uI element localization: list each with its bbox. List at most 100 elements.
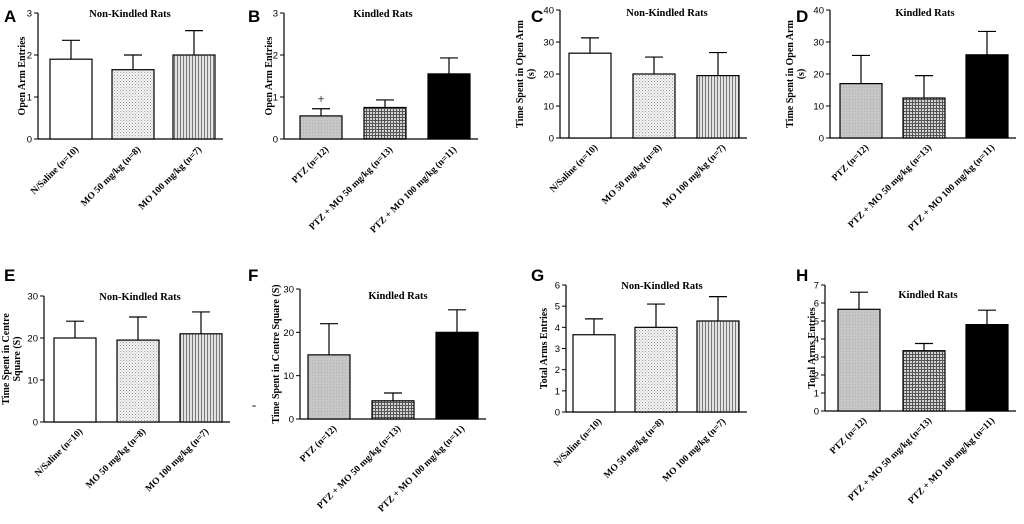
category-label: MO 100 mg/kg (n=7) — [660, 416, 728, 484]
y-tick-label: 0 — [273, 135, 278, 146]
y-tick-label: 0 — [33, 418, 38, 429]
bar — [179, 333, 223, 423]
y-tick-label: 4 — [814, 335, 819, 346]
bar — [371, 400, 415, 420]
category-label: PTZ (n=12) — [828, 415, 869, 456]
y-tick-label: 10 — [27, 376, 38, 387]
bar — [427, 73, 471, 140]
y-tick-label: 1 — [27, 93, 32, 104]
panel-label: A — [4, 7, 16, 26]
bar — [837, 308, 881, 412]
y-tick-label: 0 — [819, 134, 824, 145]
y-tick-label: 10 — [283, 371, 294, 382]
y-tick-label: 20 — [813, 70, 824, 81]
chart-title: Non-Kindled Rats — [626, 8, 707, 19]
bar — [49, 58, 93, 140]
bar — [307, 354, 351, 420]
category-label: MO 50 mg/kg (n=8) — [602, 416, 666, 480]
bar — [696, 320, 740, 413]
y-tick-label: 6 — [555, 281, 560, 292]
bar — [902, 350, 946, 412]
bar — [116, 339, 160, 423]
y-tick-label: 30 — [283, 285, 294, 296]
y-tick-label: 1 — [273, 93, 278, 104]
bar — [965, 54, 1009, 139]
panel-label: B — [248, 7, 260, 26]
category-label: PTZ (n=12) — [830, 142, 871, 183]
y-tick-label: 3 — [555, 344, 560, 355]
y-tick-label: 1 — [555, 386, 560, 397]
category-label: MO 100 mg/kg (n=7) — [660, 142, 728, 210]
bar — [435, 331, 479, 420]
bar — [696, 74, 740, 139]
y-axis-label: Total Arms Entries — [539, 308, 550, 389]
panel-a: A Non-Kindled Rats 0 1 2 3 Open Arm Entries N/S… — [4, 7, 223, 212]
chart-title: Non-Kindled Rats — [89, 9, 170, 20]
y-tick-label: 6 — [814, 299, 819, 310]
y-tick-label: 2 — [814, 371, 819, 382]
bar — [632, 73, 676, 139]
y-axis-label: (s) — [796, 69, 807, 80]
bar — [568, 52, 612, 139]
panel-label: H — [796, 266, 808, 285]
bar — [363, 106, 407, 140]
chart-title: Non-Kindled Rats — [99, 292, 180, 303]
y-tick-label: 10 — [813, 102, 824, 113]
category-label: PTZ (n=12) — [298, 423, 339, 464]
y-tick-label: 2 — [555, 365, 560, 376]
annotation: - — [252, 397, 256, 412]
bar — [299, 115, 343, 140]
panel-e: E Non-Kindled Rats 0 10 20 30 Time Spent in Ce… — [1, 266, 230, 494]
y-tick-label: 5 — [555, 302, 560, 313]
panel-label: E — [4, 266, 15, 285]
panel-c: C Non-Kindled Rats 0 10 20 30 40 Time Spent in … — [515, 6, 747, 210]
y-axis-label: Total Arms Entries — [807, 307, 818, 388]
y-tick-label: 20 — [283, 328, 294, 339]
bar — [839, 82, 883, 139]
y-tick-label: 3 — [814, 353, 819, 364]
y-tick-label: 30 — [813, 38, 824, 49]
y-tick-label: 1 — [814, 389, 819, 400]
panel-label: G — [531, 266, 544, 285]
y-tick-label: 40 — [813, 6, 824, 17]
y-tick-label: 0 — [289, 415, 294, 426]
category-label: N/Saline (n=10) — [548, 142, 600, 194]
bar — [902, 97, 946, 139]
y-tick-label: 0 — [555, 408, 560, 419]
category-label: N/Saline (n=10) — [552, 416, 604, 468]
panel-h: H Kindled Rats 0 1 2 3 4 5 6 7 Total Arms Entries P… — [796, 266, 1016, 506]
y-axis-label: Time Spent in Centre Square (S) — [271, 284, 282, 423]
chart-title: Kindled Rats — [368, 291, 427, 302]
y-tick-label: 20 — [543, 70, 554, 81]
panel-label: C — [531, 7, 543, 26]
y-tick-label: 30 — [27, 292, 38, 303]
bar — [572, 334, 616, 413]
y-axis-label: Time Spent in Open Arm — [785, 20, 796, 128]
y-tick-label: 0 — [814, 407, 819, 418]
bar — [111, 69, 155, 140]
y-tick-label: 5 — [814, 317, 819, 328]
category-label: MO 50 mg/kg (n=8) — [79, 144, 143, 208]
y-axis-label: Time Spent in Centre — [1, 313, 12, 405]
y-axis-label: (s) — [526, 69, 537, 80]
chart-title: Kindled Rats — [895, 8, 954, 19]
y-tick-label: 10 — [543, 102, 554, 113]
y-tick-label: 2 — [273, 51, 278, 62]
y-axis-label: Open Arm Entries — [264, 36, 275, 115]
bar — [965, 324, 1009, 412]
y-tick-label: 20 — [27, 334, 38, 345]
y-tick-label: 0 — [27, 135, 32, 146]
y-tick-label: 3 — [273, 9, 278, 20]
category-label: MO 100 mg/kg (n=7) — [143, 426, 211, 494]
bar — [634, 326, 678, 413]
category-label: MO 50 mg/kg (n=8) — [600, 142, 664, 206]
bar — [172, 54, 216, 140]
y-axis-label: Time Spent in Open Arm — [515, 20, 526, 128]
y-tick-label: 30 — [543, 38, 554, 49]
annotation: + — [317, 91, 324, 106]
category-label: N/Saline (n=10) — [29, 144, 81, 196]
y-tick-label: 0 — [549, 134, 554, 145]
panel-b: B Kindled Rats 0 1 2 3 Open Arm Entries PTZ (n=… — [248, 7, 478, 235]
